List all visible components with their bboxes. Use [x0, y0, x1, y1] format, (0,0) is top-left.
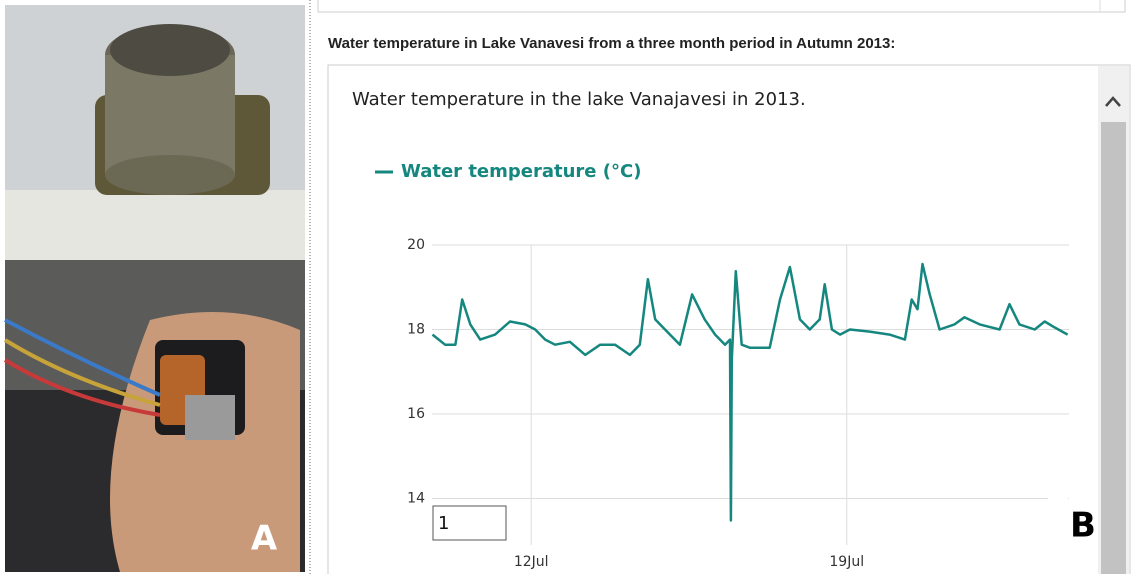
- heading: Water temperature in Lake Vanavesi from …: [328, 35, 895, 52]
- chart-title: Water temperature in the lake Vanajavesi…: [352, 89, 806, 110]
- y-tick-label: 18: [407, 322, 425, 338]
- x-tick-label: 19Jul: [829, 554, 864, 570]
- x-tick-label: 12Jul: [514, 554, 549, 570]
- input-value: 1: [438, 513, 449, 534]
- y-tick-label: 20: [407, 237, 425, 253]
- y-tick-label: 14: [407, 491, 425, 507]
- y-tick-label: 16: [407, 406, 425, 422]
- photo: [5, 5, 305, 572]
- input-mask: [1048, 498, 1068, 546]
- legend-entry[interactable]: Water temperature (°C): [401, 161, 641, 182]
- scroll-thumb[interactable]: [1101, 122, 1126, 574]
- panel-label: A: [251, 519, 278, 559]
- page: {"heading": "Water temperature in Lake V…: [0, 0, 1132, 574]
- embed-frame: [328, 65, 1130, 574]
- panel-label: B: [1070, 506, 1096, 546]
- top-box: [318, 0, 1125, 12]
- figure: A Water temperature in Lake Vanavesi fro…: [0, 0, 1132, 574]
